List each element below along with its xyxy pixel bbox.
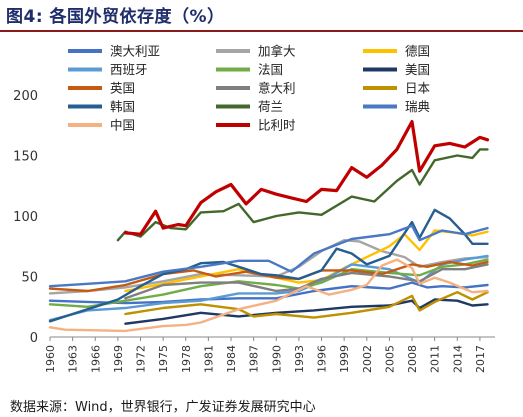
- legend-label: 法国: [258, 62, 283, 77]
- title-divider: [0, 30, 523, 32]
- series-line: [124, 263, 489, 300]
- x-tick-label: 1963: [67, 345, 80, 373]
- chart-axes: 0 50 100 150 200 1960 1963 1966 1969 1972 1975 1978…: [13, 89, 495, 373]
- legend-label: 比利时: [258, 118, 296, 133]
- x-tick-label: 1969: [112, 345, 125, 373]
- legend-label: 韩国: [110, 99, 135, 114]
- series-line: [48, 258, 489, 333]
- y-tick-label: 150: [13, 150, 38, 165]
- x-tick-label: 2011: [429, 345, 442, 373]
- x-tick-label: 1993: [293, 345, 306, 373]
- x-tick-label: 2017: [474, 345, 487, 373]
- legend-label: 意大利: [258, 81, 296, 96]
- series-line: [48, 208, 489, 323]
- x-tick-label: 1960: [44, 345, 57, 373]
- y-tick-label: 0: [30, 331, 38, 346]
- y-tick-label: 50: [21, 271, 38, 286]
- x-tick-label: 1981: [202, 345, 215, 373]
- x-tick-label: 1978: [180, 345, 193, 373]
- series-line: [48, 224, 489, 288]
- x-tick-label: 1972: [135, 345, 148, 373]
- line-chart: 0 50 100 150 200 1960 1963 1966 1969 1972 1975 1978…: [13, 44, 495, 373]
- y-tick-label: 100: [13, 210, 38, 225]
- x-tick-label: 2014: [451, 345, 464, 373]
- legend-label: 澳大利亚: [110, 44, 160, 59]
- legend-label: 加拿大: [258, 44, 296, 59]
- x-tick-label: 2002: [361, 345, 374, 373]
- legend-label: 德国: [405, 44, 430, 59]
- data-source-note: 数据来源：Wind，世界银行，广发证券发展研究中心: [10, 400, 316, 415]
- x-tick-label: 1987: [248, 345, 261, 373]
- series-line: [124, 291, 489, 319]
- x-tick-label: 2005: [383, 345, 396, 373]
- chart-title: 图4: 各国外贸依存度（%）: [6, 7, 225, 27]
- x-tick-label: 1975: [157, 345, 170, 373]
- x-tick-label: 1966: [89, 345, 102, 373]
- chart-series-lines: [48, 120, 490, 333]
- y-tick-label: 200: [13, 89, 38, 104]
- legend-label: 日本: [405, 81, 431, 96]
- x-tick-label: 1984: [225, 345, 238, 373]
- legend-label: 瑞典: [405, 99, 430, 114]
- legend-label: 西班牙: [110, 62, 148, 77]
- x-tick-label: 1996: [316, 345, 329, 373]
- x-tick-label: 1999: [338, 345, 351, 373]
- legend-label: 英国: [110, 81, 135, 96]
- series-line: [123, 120, 490, 236]
- series-line: [48, 281, 489, 305]
- legend-label: 中国: [110, 118, 135, 133]
- x-tick-label: 2008: [406, 345, 419, 373]
- series-line: [124, 298, 489, 325]
- legend-label: 美国: [405, 62, 430, 77]
- x-tick-label: 1990: [270, 345, 283, 373]
- legend-label: 荷兰: [258, 99, 283, 114]
